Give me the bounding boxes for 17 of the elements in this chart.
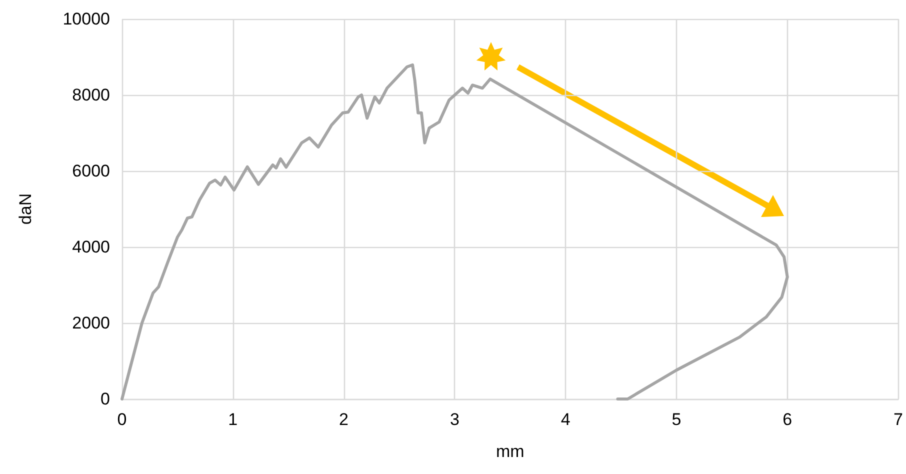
x-tick-label: 4 <box>560 410 570 429</box>
x-tick-label: 3 <box>450 410 460 429</box>
x-tick-label: 0 <box>117 410 127 429</box>
y-tick-label: 2000 <box>72 314 110 332</box>
y-tick-label: 10000 <box>62 10 110 28</box>
y-tick-label: 6000 <box>72 162 110 180</box>
x-tick-label: 6 <box>782 410 792 429</box>
x-tick-label: 5 <box>672 410 682 429</box>
x-tick-label: 1 <box>228 410 238 429</box>
y-tick-label: 4000 <box>72 238 110 256</box>
y-tick-label: 0 <box>100 390 110 408</box>
line-series <box>120 63 789 400</box>
x-tick-label: 2 <box>339 410 349 429</box>
x-tick-label: 7 <box>894 410 904 429</box>
y-axis-title: daN <box>16 193 35 225</box>
y-tick-label: 8000 <box>72 86 110 104</box>
x-axis-title: mm <box>496 442 524 461</box>
